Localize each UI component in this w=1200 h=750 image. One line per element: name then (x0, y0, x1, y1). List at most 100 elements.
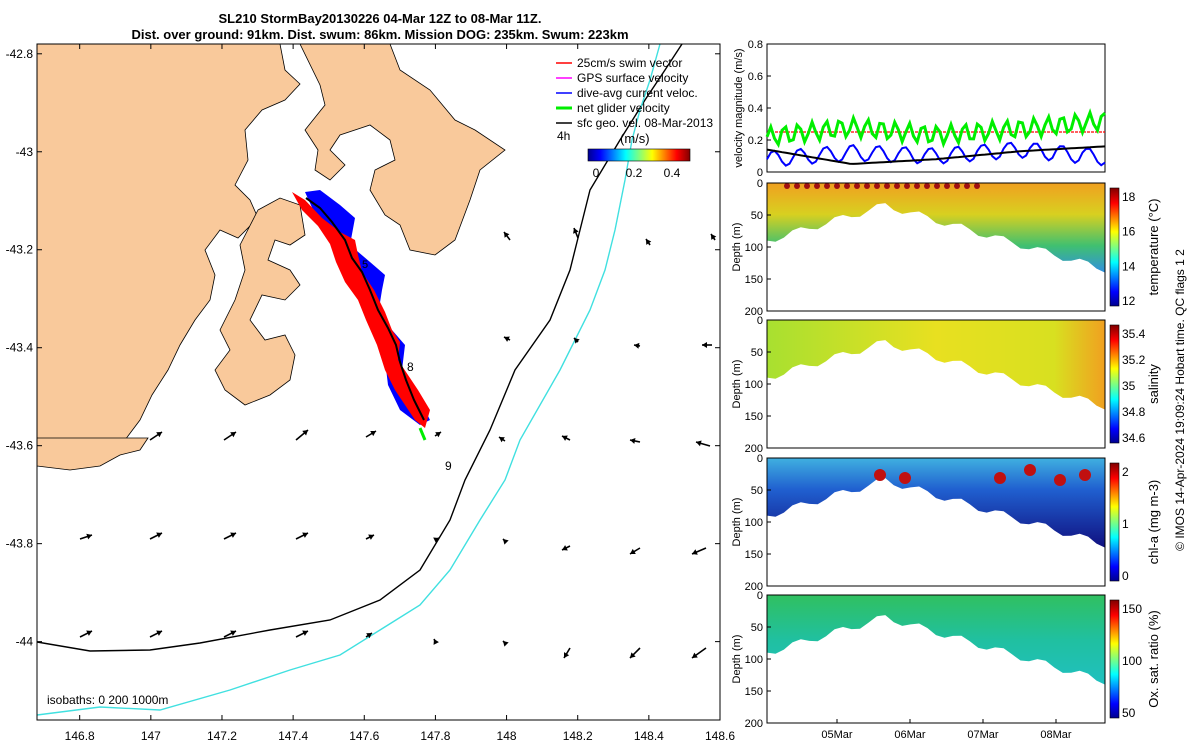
section-panel: 0 50 100 150 200 Depth (m) 12 14 16 18 temperature… (731, 178, 1161, 318)
velocity-arrow-head (156, 630, 162, 636)
velocity-y-ticks: 0 0.2 0.4 0.6 0.8 (748, 39, 771, 179)
time-tick-label: 08Mar (1040, 729, 1072, 741)
section-field (767, 183, 1105, 273)
warm-surface-patch (824, 183, 830, 189)
isobath-legend: isobaths: 0 200 1000m (47, 693, 168, 707)
velocity-arrow-head (366, 633, 372, 639)
velocity-arrow-head (562, 545, 568, 551)
section-field (767, 320, 1105, 410)
depth-tick-label: 100 (745, 517, 763, 529)
depth-axis-label: Depth (m) (731, 223, 743, 272)
warm-surface-patch (854, 183, 860, 189)
velocity-arrow-head (156, 432, 162, 438)
warm-surface-patch (894, 183, 900, 189)
map-lon-tick-label: 147.4 (278, 729, 308, 743)
velocity-ylabel: velocity magnitude (m/s) (733, 48, 745, 167)
section-field (767, 458, 1105, 548)
depth-tick-label: 100 (745, 242, 763, 254)
depth-tick-label: 0 (757, 590, 763, 602)
warm-surface-patch (834, 183, 840, 189)
depth-axis-label: Depth (m) (731, 360, 743, 409)
warm-surface-patch (884, 183, 890, 189)
colorbar-tick-label: 1 (1122, 517, 1129, 531)
isobath-200m (37, 44, 683, 652)
velocity-arrow-head (499, 437, 505, 443)
section-panel: 0 50 100 150 200 Depth (m) 0 1 2 chl-a (mg m-3) (731, 453, 1161, 593)
section-colorbar: 0 1 2 chl-a (mg m-3) (1109, 462, 1161, 583)
velocity-arrow-head (86, 630, 92, 636)
footer-credit: © IMOS 14-Apr-2024 19:09:24 Hobart time.… (1173, 249, 1187, 551)
time-tick-label: 06Mar (894, 729, 926, 741)
velocity-tick-label: 0 (757, 167, 763, 179)
velocity-arrow-head (302, 532, 308, 538)
depth-tick-label: 200 (745, 718, 763, 730)
velocity-tick-label: 0.8 (748, 39, 763, 51)
section-panel: 0 50 100 150 200 Depth (m) 34.6 34.8 35 35.2 35.4 s… (731, 315, 1161, 455)
forestier-peninsula-land (299, 44, 506, 256)
day-label-9: 9 (445, 459, 452, 473)
depth-tick-label: 50 (751, 622, 763, 634)
warm-surface-patch (864, 183, 870, 189)
legend-entry: dive-avg current veloc. (577, 86, 698, 100)
chart-title-line2: Dist. over ground: 91km. Dist. swum: 86k… (131, 27, 629, 42)
warm-surface-patch (974, 183, 980, 189)
map-lon-tick-label: 147.2 (207, 729, 237, 743)
colorbar-tick-label: 14 (1122, 259, 1136, 273)
colorbar-strip (1109, 324, 1120, 444)
velocity-arrow-head (702, 342, 707, 348)
warm-surface-patch (914, 183, 920, 189)
warm-surface-patch (804, 183, 810, 189)
map-lat-tick-label: -43.8 (6, 537, 34, 551)
velocity-tick-label: 0.6 (748, 71, 763, 83)
time-tick-label: 05Mar (821, 729, 853, 741)
colorbar-strip (1109, 462, 1120, 582)
colorbar-tick-0: 0 (593, 166, 600, 180)
velocity-arrow-head (230, 532, 236, 538)
glider-path (305, 197, 425, 421)
time-tick-label: 07Mar (967, 729, 999, 741)
colorbar-tick-label: 16 (1122, 225, 1136, 239)
map-lat-tick-label: -44 (16, 635, 34, 649)
velocity-arrow-head (230, 630, 236, 636)
map-lat-tick-label: -43.2 (6, 243, 34, 257)
velocity-series-line (766, 141, 1106, 167)
warm-surface-patch (844, 183, 850, 189)
velocity-tick-label: 0.2 (748, 135, 763, 147)
depth-axis-label: Depth (m) (731, 498, 743, 547)
final-net-velocity (418, 427, 427, 441)
colorbar-label: chl-a (mg m-3) (1146, 480, 1161, 565)
map-panel: 5 8 9 146.8 147 147.2 147.4 147.6 147.8 148 148… (6, 43, 735, 743)
colorbar-tick-label: 35 (1122, 379, 1136, 393)
velocity-frame (766, 43, 1106, 173)
velocity-series-line (765, 108, 1107, 149)
depth-axis-label: Depth (m) (731, 635, 743, 684)
depth-tick-label: 200 (745, 306, 763, 318)
map-lon-tick-label: 148.6 (705, 729, 735, 743)
velocity-series-line (766, 145, 1106, 165)
colorbar-unit: (m/s) (620, 131, 650, 146)
depth-tick-label: 200 (745, 581, 763, 593)
chart-title-line1: SL210 StormBay20130226 04-Mar 12Z to 08-… (218, 11, 542, 26)
chl-maximum-patch (1079, 469, 1091, 481)
section-colorbar: 50 100 150 Ox. sat. ratio (%) (1109, 599, 1161, 720)
velocity-arrow-head (370, 431, 376, 437)
velocity-series (765, 108, 1107, 167)
section-colorbar: 12 14 16 18 temperature (°C) (1109, 187, 1161, 308)
map-lon-tick-label: 146.8 (65, 729, 95, 743)
depth-tick-label: 50 (751, 210, 763, 222)
map-lat-tick-label: -43.4 (6, 341, 34, 355)
velocity-arrow-head (573, 228, 579, 234)
colorbar-label: Ox. sat. ratio (%) (1146, 610, 1161, 708)
depth-tick-label: 50 (751, 485, 763, 497)
colorbar-tick-label: 100 (1122, 654, 1142, 668)
map-lat-tick-label: -42.8 (6, 47, 34, 61)
colorbar-tick-02: 0.2 (626, 166, 643, 180)
day-label-8: 8 (407, 360, 414, 374)
glider-track (292, 190, 430, 441)
velocity-arrow-head (368, 534, 374, 540)
map-lon-tick-label: 147 (141, 729, 161, 743)
colorbar-tick-label: 35.4 (1122, 327, 1146, 341)
chl-maximum-patch (994, 472, 1006, 484)
map-lon-tick-label: 148.2 (563, 729, 593, 743)
